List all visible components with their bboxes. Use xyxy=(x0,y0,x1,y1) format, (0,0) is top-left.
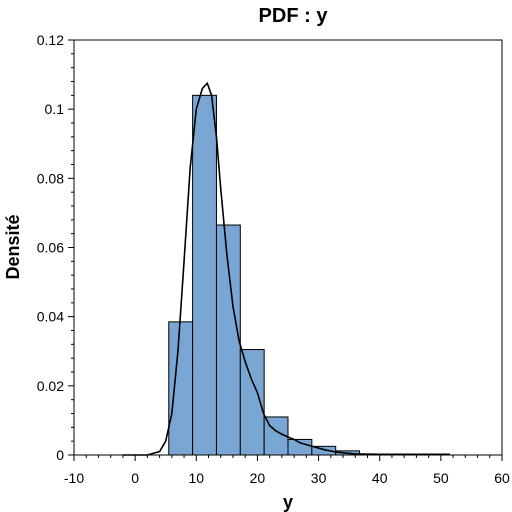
histogram-bar xyxy=(192,94,217,456)
plot-area xyxy=(73,39,503,456)
y-tick-label: 0.1 xyxy=(45,101,65,117)
x-axis: -10 0 10 20 30 40 50 60 xyxy=(64,454,510,486)
x-tick-label: 40 xyxy=(372,470,388,486)
histogram-bar xyxy=(215,224,241,456)
y-tick-label: 0.06 xyxy=(37,240,64,256)
x-tick-label: 20 xyxy=(250,470,266,486)
chart-title: PDF : y xyxy=(259,5,329,27)
y-tick-label: 0.04 xyxy=(37,309,64,325)
y-tick-label: 0.02 xyxy=(37,378,64,394)
histogram-bar xyxy=(168,321,194,456)
x-tick-label: 10 xyxy=(188,470,204,486)
x-axis-label: y xyxy=(283,492,293,512)
y-tick-label: 0.12 xyxy=(37,32,64,48)
x-tick-label: 30 xyxy=(311,470,327,486)
y-axis-label: Densité xyxy=(3,214,23,279)
x-tick-label: 0 xyxy=(131,470,139,486)
y-tick-label: 0 xyxy=(56,447,64,463)
density-curve xyxy=(122,81,451,456)
x-tick-label: 60 xyxy=(494,470,510,486)
y-tick-label: 0.08 xyxy=(37,170,64,186)
x-tick-label: -10 xyxy=(64,470,84,486)
x-tick-label: 50 xyxy=(433,470,449,486)
histogram-bar xyxy=(287,438,313,456)
y-axis: 0 0.02 0.04 0.06 0.08 0.1 0.12 xyxy=(37,32,75,463)
